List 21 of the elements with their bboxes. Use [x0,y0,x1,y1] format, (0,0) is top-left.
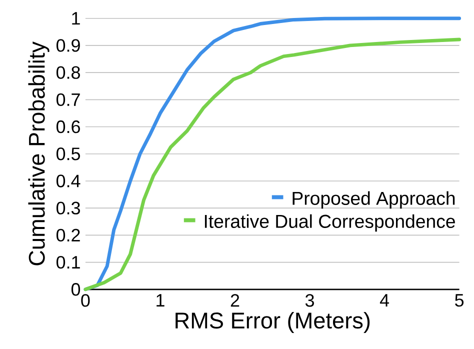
x-tick-label: 4 [380,294,390,306]
legend-label: Iterative Dual Correspondence [204,214,455,232]
y-tick-label: 0.7 [56,93,80,106]
y-tick-label: 0.1 [56,256,80,268]
legend-label: Proposed Approach [292,191,455,208]
y-tick-label: 0.4 [56,174,80,188]
y-tick-label: 0.8 [56,66,80,79]
y-tick-label: 0.6 [56,120,80,133]
y-tick-label: 0.5 [56,147,80,160]
x-tick-label: 2 [230,294,240,306]
y-tick-label: 0 [71,282,80,296]
y-tick-label: 0.9 [56,38,80,52]
y-tick-label: 0.2 [56,228,80,242]
x-tick-label: 3 [305,294,314,307]
x-tick-label: 1 [156,294,164,306]
x-tick-label: 0 [81,294,90,307]
x-axis-title: RMS Error (Meters) [176,312,370,333]
y-tick-label: 1 [72,12,80,24]
x-tick-label: 5 [455,294,464,306]
y-tick-label: 0.3 [56,201,80,214]
y-axis-title: Cumulative Probability [28,41,50,265]
